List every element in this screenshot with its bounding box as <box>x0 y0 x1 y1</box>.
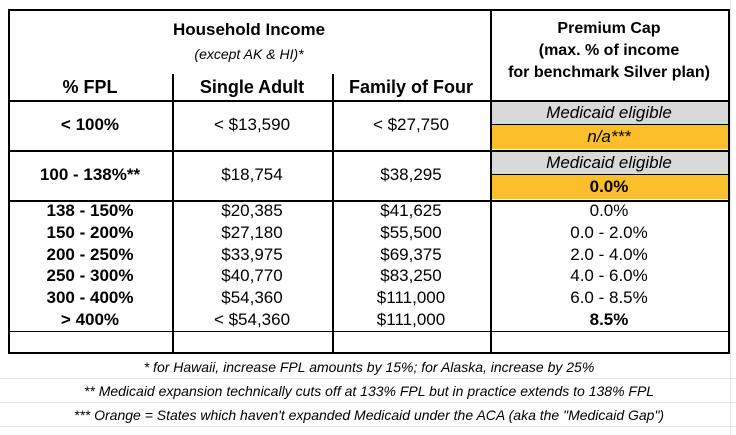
border-mask <box>332 11 334 74</box>
fpl-cell: 300 - 400% <box>46 288 134 307</box>
medicaid-eligible: Medicaid eligible <box>490 151 728 175</box>
income-cell: < $13,590 <box>213 115 291 134</box>
border <box>332 9 334 354</box>
border <box>172 9 174 354</box>
premium-cap-header: for benchmark Silver plan) <box>508 64 710 81</box>
header-subtitle: (except AK & HI)* <box>194 46 304 62</box>
premium-cap-gap: n/a*** <box>490 125 728 149</box>
footnote: *** Orange = States which haven't expand… <box>73 407 665 423</box>
income-cell: $69,375 <box>380 244 442 264</box>
fpl-cell: 250 - 300% <box>46 266 134 285</box>
border <box>8 331 730 332</box>
income-cell: $55,500 <box>380 223 442 242</box>
border <box>8 352 730 354</box>
premium-cap-header: (max. % of income <box>538 42 680 59</box>
grid-line <box>0 378 736 379</box>
footnote: ** Medicaid expansion technically cuts o… <box>83 383 655 399</box>
premium-cap: 0.0 - 2.0% <box>570 223 648 242</box>
premium-cap-gap: 0.0% <box>490 175 728 199</box>
premium-cap: 0.0% <box>589 201 629 220</box>
income-cell: $33,975 <box>221 244 283 264</box>
income-cell: $18,754 <box>221 165 283 184</box>
fpl-cell: 100 - 138%** <box>39 165 141 184</box>
column-header: % FPL <box>62 76 118 97</box>
footnote: * for Hawaii, increase FPL amounts by 15… <box>143 359 595 375</box>
premium-cap-header: Premium Cap <box>557 20 661 37</box>
income-cell: $54,360 <box>221 288 283 307</box>
income-cell: $41,625 <box>380 201 442 220</box>
fpl-cell: < 100% <box>60 115 120 134</box>
grid-line <box>0 426 736 427</box>
medicaid-eligible: Medicaid eligible <box>490 101 728 125</box>
income-cell: $38,295 <box>380 165 442 184</box>
border <box>490 9 492 354</box>
income-cell: $111,000 <box>376 288 446 307</box>
border <box>8 9 730 11</box>
income-cell: < $27,750 <box>372 115 450 134</box>
fpl-cell: 200 - 250% <box>46 244 134 264</box>
premium-cap: 2.0 - 4.0% <box>570 244 648 264</box>
income-cell: $27,180 <box>221 223 283 242</box>
premium-cap: 4.0 - 6.0% <box>570 266 648 285</box>
income-cell: $40,770 <box>221 266 283 285</box>
border <box>8 100 730 102</box>
border <box>8 9 10 354</box>
header-title: Household Income <box>172 20 326 39</box>
premium-cap: 6.0 - 8.5% <box>570 288 648 307</box>
income-cell: $111,000 <box>376 310 446 329</box>
border-mask <box>172 11 174 74</box>
border <box>728 9 730 354</box>
premium-cap: 8.5% <box>589 310 629 329</box>
fpl-cell: 138 - 150% <box>46 201 134 220</box>
border <box>8 150 730 152</box>
income-cell: $20,385 <box>221 201 283 220</box>
fpl-cell: 150 - 200% <box>46 223 134 242</box>
column-header: Single Adult <box>199 76 305 97</box>
fpl-cell: > 400% <box>60 310 120 329</box>
income-cell: $83,250 <box>380 266 442 285</box>
border <box>8 200 730 202</box>
income-cell: < $54,360 <box>213 310 291 329</box>
grid-line <box>730 0 731 435</box>
grid-line <box>0 402 736 403</box>
column-header: Family of Four <box>348 76 473 97</box>
